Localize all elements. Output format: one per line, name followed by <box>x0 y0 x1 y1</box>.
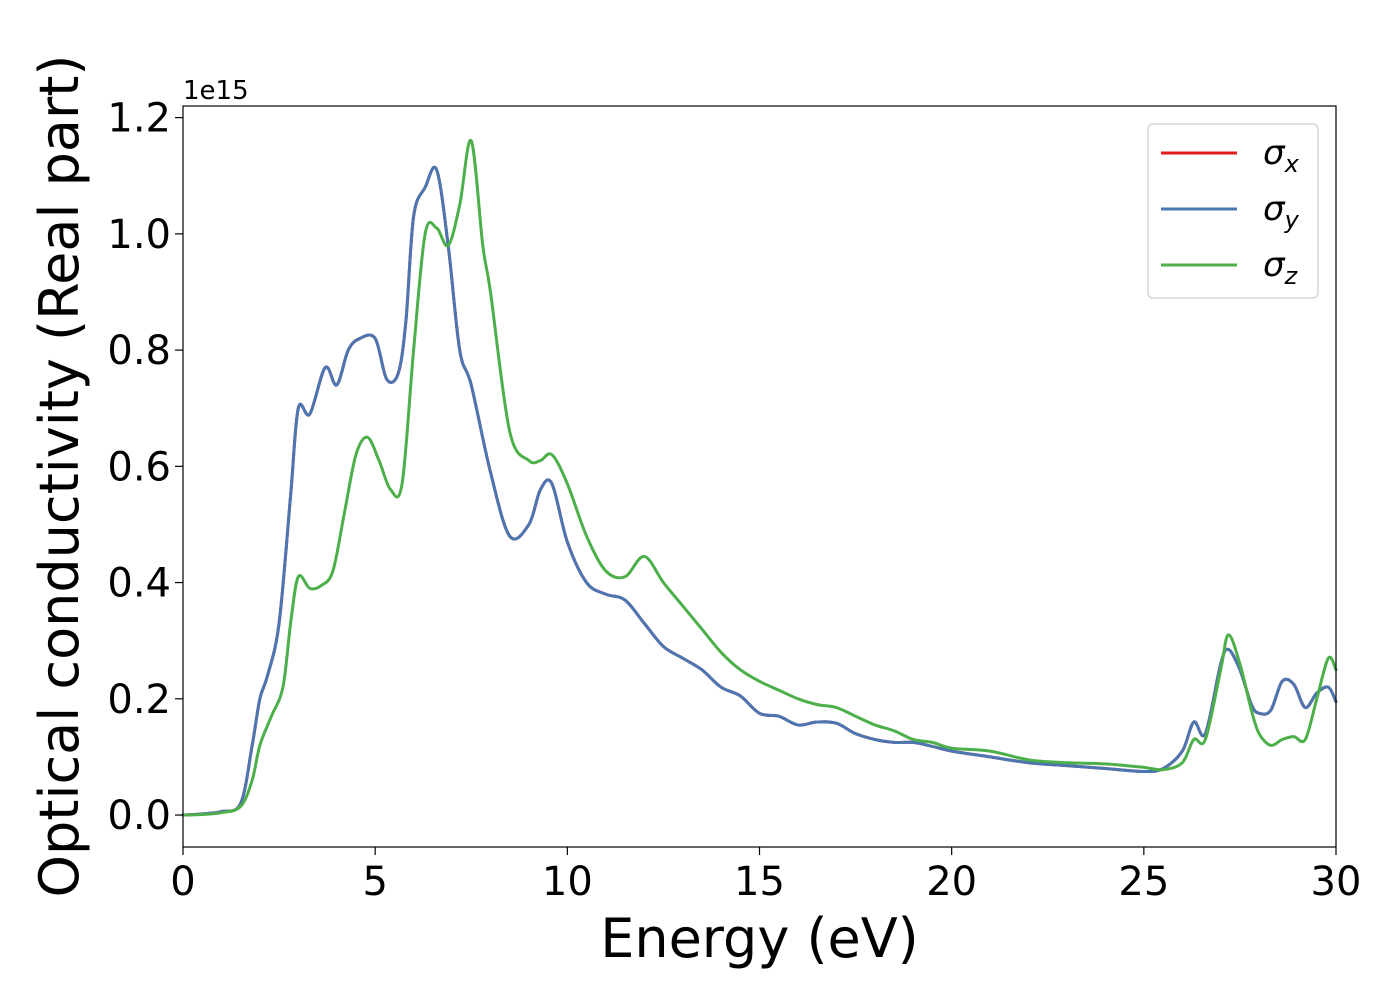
y-tick-label: 0.6 <box>107 444 171 490</box>
x-tick-label: 20 <box>926 859 977 905</box>
x-tick-label: 5 <box>362 859 387 905</box>
x-tick-label: 0 <box>170 859 195 905</box>
legend-label-sigma-z: σz <box>1263 245 1299 290</box>
y-tick-label: 0.0 <box>107 793 171 839</box>
x-tick-label: 30 <box>1311 859 1362 905</box>
legend: σx σy σz <box>1147 123 1319 299</box>
y-tick-label: 1.2 <box>107 96 171 142</box>
y-tick-label: 0.8 <box>107 328 171 374</box>
series-layer <box>181 139 1338 817</box>
y-tick-label: 1.0 <box>107 212 171 258</box>
y-tick-label: 0.2 <box>107 677 171 723</box>
x-tick-label: 25 <box>1118 859 1169 905</box>
legend-entries: σx σy σz <box>1161 133 1300 290</box>
legend-box <box>1147 123 1319 299</box>
series-line-sigma-z <box>181 139 1338 817</box>
y-tick-label: 0.4 <box>107 561 171 607</box>
y-offset-label: 1e15 <box>183 76 249 106</box>
legend-label-sigma-y: σy <box>1263 189 1300 234</box>
x-axis-label: Energy (eV) <box>600 907 919 970</box>
y-axis-label: Optical conductivity (Real part) <box>28 55 91 898</box>
legend-label-sigma-x: σx <box>1263 133 1300 178</box>
x-tick-label: 10 <box>542 859 593 905</box>
series-line-sigma-y <box>181 165 1338 817</box>
x-tick-label: 15 <box>734 859 785 905</box>
x-ticks: 0 5 10 15 20 25 30 <box>170 847 1361 905</box>
plot-area-background <box>183 106 1336 847</box>
y-ticks: 0.0 0.2 0.4 0.6 0.8 1.0 1.2 <box>107 96 183 839</box>
